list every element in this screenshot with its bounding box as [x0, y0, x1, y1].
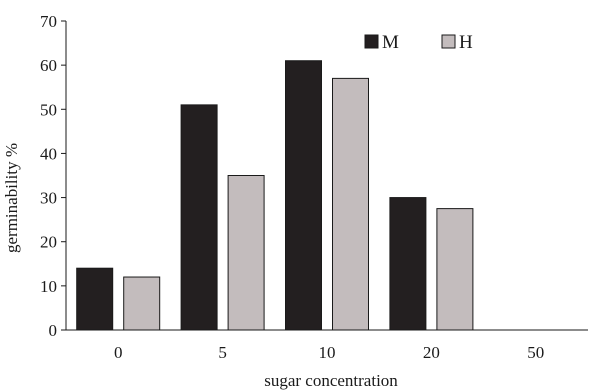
x-tick-label: 50	[527, 343, 544, 362]
legend-label-H: H	[459, 32, 473, 53]
y-axis-ticks: 0 10 20 30 40 50 60 70	[40, 12, 66, 340]
x-axis-label: sugar concentration	[264, 371, 398, 390]
legend-swatch-M	[364, 34, 379, 49]
legend-swatch-H	[441, 34, 456, 49]
y-tick-label: 20	[40, 233, 57, 252]
y-tick-label: 70	[40, 12, 57, 31]
bars	[76, 60, 474, 331]
y-axis-label: germinability %	[2, 143, 21, 253]
y-tick-label: 0	[49, 321, 58, 340]
y-tick-label: 50	[40, 100, 57, 119]
x-axis-ticks: 0 5 10 20 50	[114, 343, 544, 362]
y-tick-label: 40	[40, 144, 57, 163]
y-tick-label: 60	[40, 56, 57, 75]
y-tick-label: 30	[40, 189, 57, 208]
bar-M-5	[180, 104, 218, 331]
y-tick-label: 10	[40, 277, 57, 296]
x-tick-label: 20	[423, 343, 440, 362]
bar-M-0	[76, 267, 114, 331]
bar-H-10	[332, 77, 369, 331]
x-tick-label: 10	[319, 343, 336, 362]
bar-M-10	[285, 60, 322, 331]
legend-label-M: M	[382, 32, 399, 53]
bar-H-20	[436, 208, 474, 331]
bar-H-0	[123, 276, 161, 331]
x-tick-label: 0	[114, 343, 123, 362]
bar-M-20	[389, 197, 427, 331]
bar-H-5	[227, 175, 265, 331]
x-tick-label: 5	[218, 343, 227, 362]
